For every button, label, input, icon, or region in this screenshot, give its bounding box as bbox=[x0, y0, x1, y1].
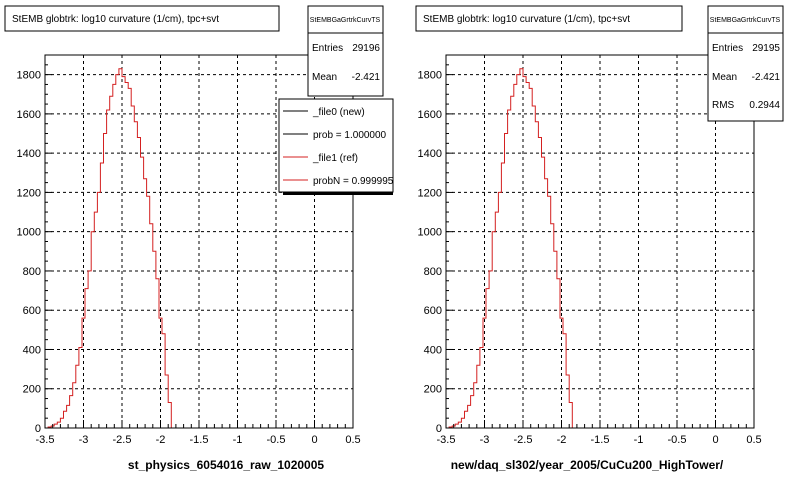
right-histogram-line bbox=[448, 68, 579, 429]
left-stats-box bbox=[307, 5, 384, 97]
legend-entry-label: _file0 (new) bbox=[312, 107, 365, 118]
y-tick-label: 400 bbox=[23, 344, 41, 356]
legend-box bbox=[278, 98, 394, 193]
left-x-axis-label: st_physics_6054016_raw_1020005 bbox=[128, 458, 324, 472]
right-stats-value: 0.2944 bbox=[749, 100, 780, 111]
legend-entry: _file0 (new) bbox=[283, 107, 365, 118]
legend-entry-label: prob = 1.000000 bbox=[313, 130, 387, 141]
right-y-ticks: 0 200 400 600 800 1000 1200 1400 1600 1800 bbox=[418, 54, 453, 435]
left-y-ticks: 0 200 400 600 800 1000 1200 1400 1600 1800 bbox=[17, 54, 52, 435]
x-tick-label: -3 bbox=[480, 434, 490, 446]
right-title-box bbox=[415, 5, 683, 32]
y-tick-label: 1000 bbox=[17, 227, 41, 239]
y-tick-label: 1400 bbox=[17, 148, 41, 160]
right-x-ticks: -3.5 -3 -2.5 -2 -1.5 -1 -0.5 0 0.5 bbox=[437, 420, 762, 446]
y-tick-label: 1000 bbox=[418, 227, 442, 239]
x-tick-label: -2.5 bbox=[113, 434, 132, 446]
x-tick-label: -2.5 bbox=[514, 434, 533, 446]
left-chart-title: StEMB globtrk: log10 curvature (1/cm), t… bbox=[12, 14, 219, 25]
y-tick-label: 800 bbox=[424, 266, 442, 278]
right-stats-value: 29195 bbox=[752, 43, 780, 54]
left-histogram-ref-line bbox=[47, 68, 178, 429]
x-tick-label: -3 bbox=[79, 434, 89, 446]
y-tick-label: 600 bbox=[424, 305, 442, 317]
right-stats-label: Mean bbox=[712, 72, 737, 83]
y-tick-label: 200 bbox=[424, 384, 442, 396]
y-tick-label: 400 bbox=[424, 344, 442, 356]
legend-entry-label: probN = 0.999995 bbox=[313, 176, 394, 187]
right-stats-value: -2.421 bbox=[752, 72, 781, 83]
y-tick-label: 1600 bbox=[17, 109, 41, 121]
x-tick-label: -1 bbox=[233, 434, 243, 446]
legend-entry-label: _file1 (ref) bbox=[312, 153, 358, 164]
x-tick-label: -1 bbox=[634, 434, 644, 446]
x-tick-label: -3.5 bbox=[437, 434, 456, 446]
left-x-ticks: -3.5 -3 -2.5 -2 -1.5 -1 -0.5 0 0.5 bbox=[36, 420, 361, 446]
x-tick-label: 0 bbox=[712, 434, 718, 446]
legend-entry: prob = 1.000000 bbox=[283, 130, 387, 141]
left-stats-value: 29196 bbox=[352, 43, 380, 54]
y-tick-label: 1200 bbox=[17, 187, 41, 199]
right-stats-label: Entries bbox=[712, 43, 743, 54]
x-tick-label: -1.5 bbox=[190, 434, 209, 446]
y-tick-label: 1800 bbox=[418, 70, 442, 82]
right-x-axis-label: new/daq_sl302/year_2005/CuCu200_HighTowe… bbox=[451, 458, 724, 472]
x-tick-label: -2 bbox=[156, 434, 166, 446]
x-tick-label: -3.5 bbox=[36, 434, 55, 446]
y-tick-label: 1200 bbox=[418, 187, 442, 199]
right-stats-box bbox=[707, 5, 784, 122]
x-tick-label: 0.5 bbox=[345, 434, 360, 446]
right-stats-name: StEMBGaGrtrkCurvTS bbox=[710, 17, 781, 24]
left-stats-label: Mean bbox=[312, 72, 337, 83]
y-tick-label: 1400 bbox=[418, 148, 442, 160]
left-stats-label: Entries bbox=[312, 43, 343, 54]
y-tick-label: 800 bbox=[23, 266, 41, 278]
legend-entry: probN = 0.999995 bbox=[283, 176, 394, 187]
y-tick-label: 1800 bbox=[17, 70, 41, 82]
x-tick-label: 0.5 bbox=[746, 434, 761, 446]
right-stats-label: RMS bbox=[712, 100, 735, 111]
x-tick-label: -0.5 bbox=[267, 434, 286, 446]
left-stats-value: -2.421 bbox=[352, 72, 381, 83]
y-tick-label: 0 bbox=[436, 423, 442, 435]
y-tick-label: 600 bbox=[23, 305, 41, 317]
right-chart-title: StEMB globtrk: log10 curvature (1/cm), t… bbox=[423, 14, 630, 25]
y-tick-label: 1600 bbox=[418, 109, 442, 121]
legend-shadow bbox=[283, 192, 393, 195]
x-tick-label: -1.5 bbox=[591, 434, 610, 446]
y-tick-label: 200 bbox=[23, 384, 41, 396]
left-title-box bbox=[4, 5, 280, 32]
x-tick-label: -0.5 bbox=[668, 434, 687, 446]
x-tick-label: 0 bbox=[311, 434, 317, 446]
y-tick-label: 0 bbox=[35, 423, 41, 435]
left-stats-name: StEMBGaGrtrkCurvTS bbox=[310, 17, 381, 24]
legend-entry: _file1 (ref) bbox=[283, 153, 358, 164]
x-tick-label: -2 bbox=[557, 434, 567, 446]
